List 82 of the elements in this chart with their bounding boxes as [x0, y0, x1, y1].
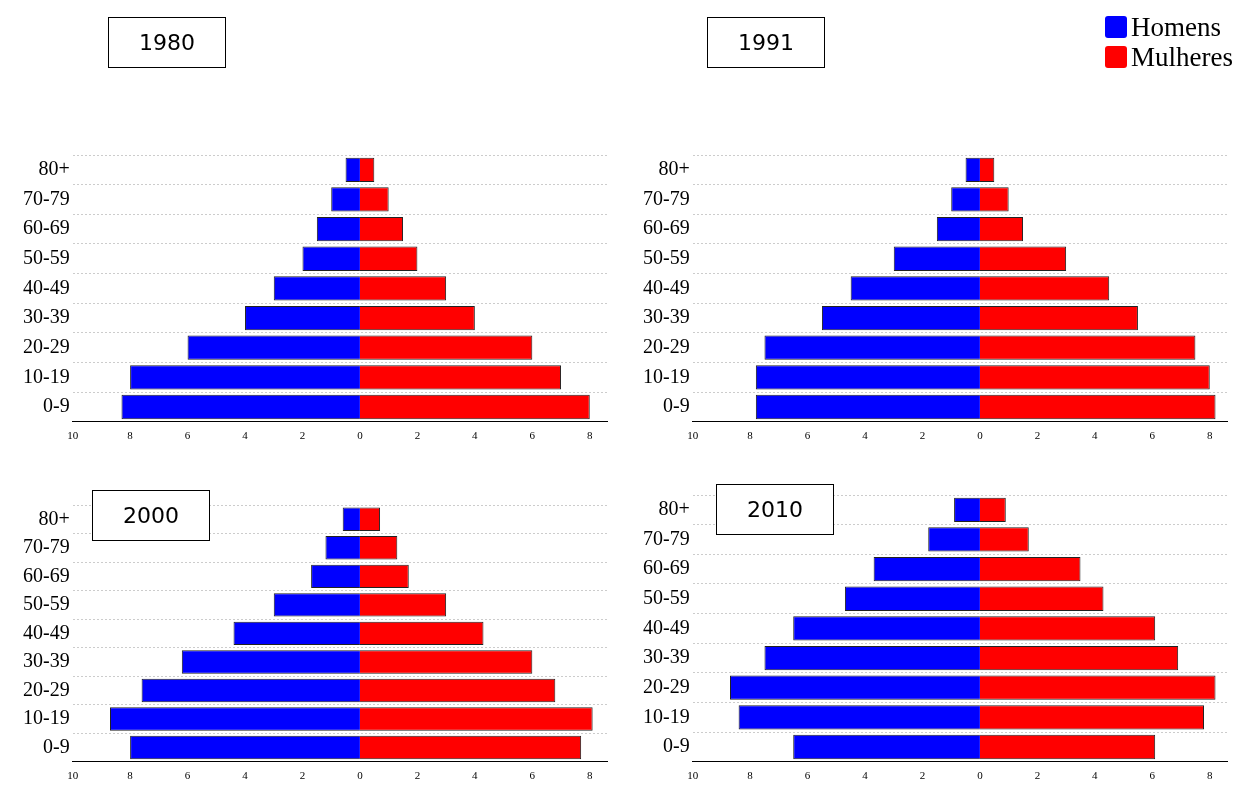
x-tick-label: 4 [862, 429, 869, 442]
y-tick-label: 10-19 [22, 364, 70, 387]
x-tick-label: 2 [1034, 429, 1041, 442]
y-tick-label: 20-29 [22, 677, 70, 700]
y-tick-label: 40-49 [642, 615, 690, 638]
y-tick-label: 70-79 [642, 186, 690, 209]
chart-title: 1991 [707, 17, 825, 68]
y-tick-label: 80+ [658, 497, 690, 520]
x-tick-label: 6 [804, 769, 811, 782]
x-tick-label: 2 [414, 769, 421, 782]
x-tick-label: 6 [184, 429, 191, 442]
x-tick-label: 8 [587, 769, 594, 782]
y-tick-label: 50-59 [22, 592, 70, 615]
chart-title: 2010 [716, 484, 834, 535]
legend-label: Mulheres [1131, 42, 1233, 72]
x-tick-label: 10 [687, 769, 699, 782]
x-tick-label: 2 [299, 429, 306, 442]
y-tick-label: 60-69 [642, 556, 690, 579]
y-tick-label: 60-69 [22, 563, 70, 586]
y-tick-label: 30-39 [22, 305, 70, 328]
x-tick-label: 4 [862, 769, 869, 782]
y-tick-label: 0-9 [42, 734, 70, 757]
x-tick-label: 8 [1207, 769, 1214, 782]
y-tick-label: 0-9 [662, 734, 690, 757]
x-tick-label: 10 [67, 769, 79, 782]
x-tick-label: 10 [67, 429, 79, 442]
y-tick-label: 10-19 [642, 364, 690, 387]
y-tick-label: 30-39 [22, 649, 70, 672]
x-tick-label: 2 [414, 429, 421, 442]
y-tick-label: 0-9 [662, 394, 690, 417]
x-tick-label: 2 [1034, 769, 1041, 782]
legend-label: Homens [1131, 12, 1222, 42]
x-tick-label: 8 [127, 429, 134, 442]
x-tick-label: 0 [977, 769, 984, 782]
y-tick-label: 80+ [658, 157, 690, 180]
x-tick-label: 8 [587, 429, 594, 442]
y-tick-label: 40-49 [22, 620, 70, 643]
chart-title: 1980 [108, 17, 226, 68]
x-tick-label: 2 [919, 429, 926, 442]
x-tick-label: 10 [687, 429, 699, 442]
x-tick-label: 6 [529, 769, 536, 782]
x-tick-label: 8 [747, 769, 754, 782]
y-tick-label: 20-29 [642, 334, 690, 357]
y-tick-label: 30-39 [642, 305, 690, 328]
x-tick-label: 4 [242, 769, 249, 782]
y-tick-label: 10-19 [22, 706, 70, 729]
y-tick-label: 70-79 [22, 186, 70, 209]
x-tick-label: 8 [1207, 429, 1214, 442]
x-tick-label: 0 [357, 769, 364, 782]
y-tick-label: 80+ [38, 157, 70, 180]
y-tick-label: 10-19 [642, 704, 690, 727]
x-tick-label: 6 [804, 429, 811, 442]
x-tick-label: 6 [1149, 769, 1156, 782]
x-tick-label: 6 [184, 769, 191, 782]
x-tick-label: 0 [977, 429, 984, 442]
x-tick-label: 8 [127, 769, 134, 782]
x-tick-label: 2 [299, 769, 306, 782]
x-tick-label: 4 [1092, 429, 1099, 442]
x-tick-label: 4 [1092, 769, 1099, 782]
y-tick-label: 50-59 [642, 586, 690, 609]
x-tick-label: 4 [472, 769, 479, 782]
y-tick-label: 60-69 [642, 216, 690, 239]
y-tick-label: 80+ [38, 506, 70, 529]
x-tick-label: 2 [919, 769, 926, 782]
y-tick-label: 60-69 [22, 216, 70, 239]
y-tick-label: 40-49 [642, 275, 690, 298]
y-tick-label: 40-49 [22, 275, 70, 298]
y-tick-label: 50-59 [22, 246, 70, 269]
y-tick-label: 20-29 [22, 334, 70, 357]
y-tick-label: 70-79 [642, 526, 690, 549]
x-tick-label: 0 [357, 429, 364, 442]
x-tick-label: 8 [747, 429, 754, 442]
chart-title: 2000 [92, 490, 210, 541]
y-tick-label: 30-39 [642, 645, 690, 668]
y-tick-label: 50-59 [642, 246, 690, 269]
x-tick-label: 4 [242, 429, 249, 442]
x-tick-label: 6 [529, 429, 536, 442]
y-tick-label: 0-9 [42, 394, 70, 417]
y-tick-label: 70-79 [22, 535, 70, 558]
y-tick-label: 20-29 [642, 674, 690, 697]
x-tick-label: 4 [472, 429, 479, 442]
x-tick-label: 6 [1149, 429, 1156, 442]
